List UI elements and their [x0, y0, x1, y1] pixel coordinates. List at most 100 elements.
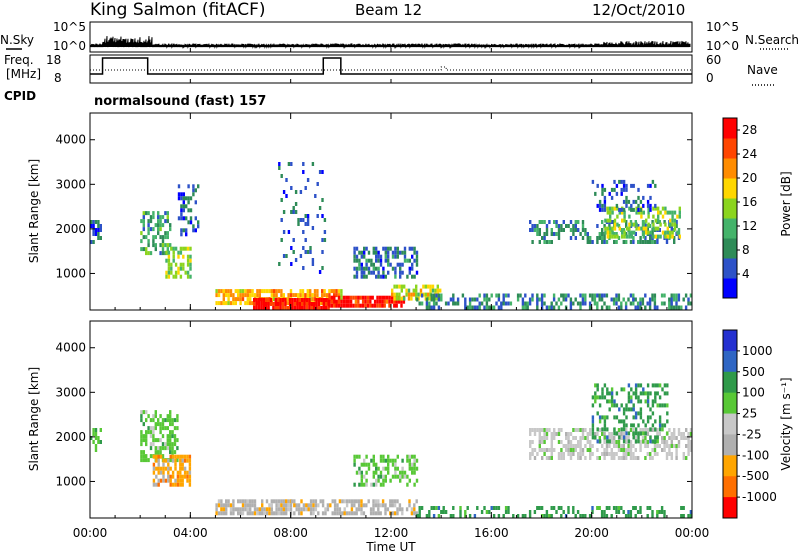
- data-cell: [179, 474, 182, 479]
- data-cell: [682, 456, 685, 460]
- data-cell: [180, 216, 183, 221]
- data-cell: [492, 305, 496, 310]
- data-cell: [239, 289, 242, 294]
- data-cell: [372, 270, 375, 275]
- colorbar-segment: [723, 278, 737, 299]
- data-cell: [338, 507, 342, 512]
- data-cell: [298, 298, 301, 302]
- data-cell: [165, 274, 168, 279]
- data-cell: [162, 462, 165, 467]
- data-cell: [142, 219, 145, 224]
- data-cell: [97, 228, 100, 232]
- data-cell: [282, 293, 285, 298]
- data-cell: [309, 511, 313, 516]
- data-cell: [538, 220, 541, 224]
- data-cell: [622, 448, 625, 452]
- data-cell: [557, 428, 561, 432]
- data-cell: [649, 452, 652, 456]
- data-cell: [401, 262, 404, 267]
- data-cell: [182, 196, 185, 201]
- data-cell: [601, 232, 604, 236]
- data-cell: [642, 431, 645, 436]
- data-cell: [629, 220, 633, 224]
- data-cell: [654, 234, 657, 239]
- data-cell: [685, 436, 688, 440]
- x-tick-label: 04:00: [173, 526, 208, 540]
- y-tick-label: 2000: [55, 430, 86, 444]
- data-cell: [543, 232, 546, 236]
- data-cell: [354, 303, 358, 308]
- data-cell: [639, 428, 642, 432]
- data-cell: [689, 301, 693, 306]
- data-cell: [608, 432, 611, 436]
- data-cell: [432, 514, 436, 518]
- data-cell: [292, 210, 295, 214]
- data-cell: [408, 246, 411, 251]
- data-cell: [330, 299, 334, 304]
- data-cell: [610, 432, 613, 436]
- x-tick-label: 16:00: [474, 526, 509, 540]
- data-cell: [229, 507, 233, 512]
- data-cell: [668, 305, 671, 310]
- data-cell: [381, 503, 385, 508]
- data-cell: [169, 410, 172, 415]
- data-cell: [270, 289, 273, 294]
- data-cell: [639, 448, 642, 452]
- data-cell: [277, 289, 281, 294]
- data-cell: [357, 503, 361, 508]
- data-cell: [516, 514, 520, 518]
- data-cell: [533, 448, 537, 452]
- data-cell: [634, 431, 638, 436]
- data-cell: [620, 207, 623, 212]
- data-cell: [666, 391, 669, 396]
- data-cell: [157, 231, 160, 236]
- data-cell: [97, 232, 100, 236]
- data-cell: [615, 415, 619, 420]
- data-cell: [186, 470, 189, 475]
- data-cell: [673, 240, 676, 244]
- data-cell: [164, 418, 167, 423]
- data-cell: [657, 234, 660, 239]
- data-cell: [620, 403, 623, 408]
- data-cell: [637, 435, 640, 440]
- data-cell: [140, 219, 143, 224]
- data-cell: [302, 503, 306, 508]
- data-cell: [596, 293, 599, 298]
- data-cell: [241, 289, 245, 294]
- data-cell: [529, 456, 532, 460]
- data-cell: [355, 507, 358, 512]
- data-cell: [353, 458, 356, 463]
- data-cell: [381, 499, 385, 504]
- data-cell: [652, 214, 655, 219]
- data-cell: [613, 226, 617, 231]
- data-cell: [345, 303, 348, 308]
- data-cell: [591, 419, 595, 424]
- data-cell: [253, 499, 257, 504]
- data-cell: [377, 266, 380, 271]
- data-cell: [309, 246, 312, 250]
- data-cell: [668, 301, 671, 306]
- data-cell: [601, 415, 604, 420]
- data-cell: [596, 411, 599, 416]
- data-cell: [606, 210, 609, 215]
- data-cell: [633, 222, 636, 227]
- data-cell: [603, 432, 606, 436]
- data-cell: [167, 474, 170, 479]
- data-cell: [229, 293, 233, 298]
- data-cell: [415, 288, 418, 293]
- data-cell: [664, 222, 667, 227]
- data-cell: [605, 452, 609, 456]
- data-cell: [363, 274, 366, 279]
- data-cell: [369, 295, 372, 300]
- data-cell: [644, 391, 647, 396]
- data-cell: [374, 499, 378, 504]
- data-cell: [261, 507, 264, 512]
- data-cell: [531, 224, 534, 228]
- data-cell: [663, 423, 667, 428]
- data-cell: [222, 503, 225, 508]
- data-cell: [180, 204, 183, 209]
- data-cell: [579, 293, 582, 298]
- data-cell: [140, 239, 143, 244]
- data-cell: [610, 195, 614, 200]
- data-cell: [562, 510, 565, 514]
